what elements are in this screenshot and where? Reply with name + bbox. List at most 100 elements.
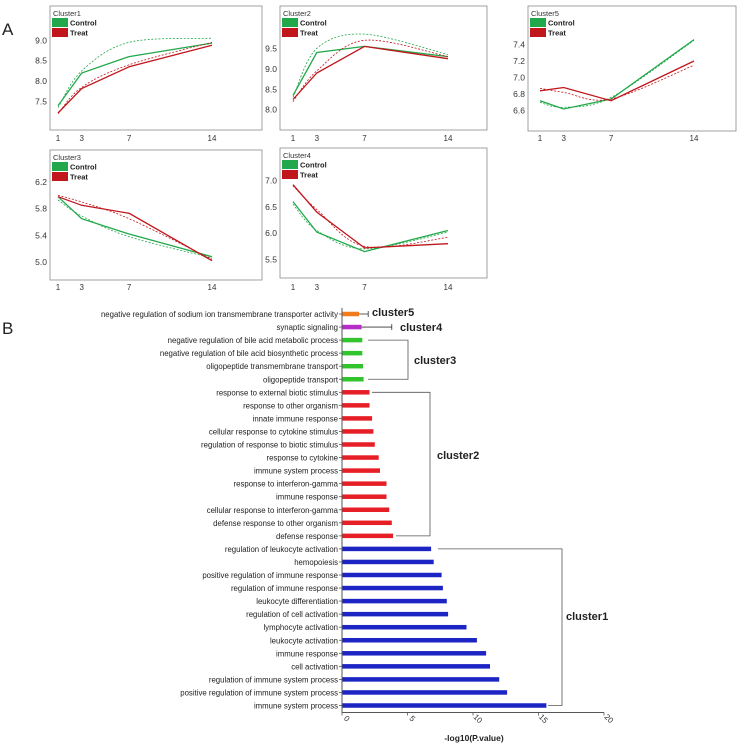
cluster4-title: Cluster4	[283, 151, 311, 160]
cluster2-xtick-label: 3	[315, 134, 320, 143]
category-label: cell activation	[291, 662, 338, 671]
x-tick-label: 5	[408, 714, 418, 724]
category-label: leukocyte activation	[270, 636, 338, 645]
cluster2-legend-treat-swatch	[282, 28, 298, 37]
category-label: immune response	[276, 493, 338, 502]
cluster4-treat-line	[292, 184, 449, 249]
cluster2-ytick-label: 9.5	[265, 43, 277, 53]
cluster1-bar	[342, 703, 547, 708]
cluster5-ytick-label: 6.8	[513, 89, 525, 99]
cluster4-legend-treat-label: Treat	[300, 171, 318, 180]
cluster2-bar	[342, 455, 379, 460]
cluster2-legend-treat-label: Treat	[300, 29, 318, 38]
cluster1-bracket	[438, 548, 563, 706]
cluster2-control-line	[292, 45, 449, 96]
cluster2-ytick-label: 8.0	[265, 105, 277, 115]
cluster2-frame	[279, 5, 488, 131]
cluster1-control-line	[57, 42, 213, 107]
cluster2-bar	[342, 520, 392, 526]
cluster2-bar	[342, 468, 380, 473]
category-label: response to cytokine	[266, 454, 338, 463]
cluster1-bar	[342, 677, 500, 682]
category-label: defense response to other organism	[213, 519, 338, 528]
cluster2-legend-control-label: Control	[300, 19, 327, 28]
x-axis-title: -log10(P.value)	[444, 733, 504, 743]
cluster3-treat-line	[57, 196, 213, 262]
cluster5-frame	[527, 5, 737, 132]
cluster5-legend-treat-label: Treat	[548, 29, 566, 38]
cluster1-ytick-label: 8.5	[35, 56, 47, 66]
cluster5-title: Cluster5	[531, 9, 559, 18]
cluster2-bar	[342, 533, 394, 539]
category-label: defense response	[276, 532, 338, 541]
category-label: negative regulation of bile acid metabol…	[168, 336, 338, 345]
cluster2-title: Cluster2	[283, 9, 311, 18]
cluster1-legend-treat-swatch	[52, 28, 68, 37]
cluster2-label: cluster2	[437, 450, 479, 462]
cluster4-ytick-label: 6.5	[265, 202, 277, 212]
cluster1-xtick-label: 1	[56, 134, 61, 143]
cluster3-xtick-label: 3	[79, 283, 84, 292]
cluster5-treat-fit-line	[539, 64, 695, 101]
category-label: cellular response to cytokine stimulus	[209, 427, 338, 436]
cluster1-bar	[342, 664, 490, 669]
cluster1-legend-treat-label: Treat	[70, 29, 88, 38]
cluster5-xtick-label: 14	[690, 134, 699, 143]
cluster4-xtick-label: 7	[362, 283, 367, 292]
cluster3-label: cluster3	[414, 355, 456, 367]
category-label: negative regulation of sodium ion transm…	[101, 310, 338, 319]
cluster2-control-fit-line	[292, 33, 449, 98]
cluster4-control-fit-line	[292, 203, 449, 250]
category-label: oligopeptide transport	[263, 375, 339, 384]
cluster1-bar	[342, 651, 487, 656]
cluster5-xtick-label: 3	[561, 134, 566, 143]
cluster1-ytick-label: 9.0	[35, 35, 47, 45]
enrichment-bar-chart: negative regulation of sodium ion transm…	[101, 307, 616, 743]
cluster4-xtick-label: 14	[444, 283, 453, 292]
cluster3-bracket	[368, 339, 409, 380]
cluster4-ytick-label: 6.0	[265, 228, 277, 238]
cluster5-ytick-label: 7.0	[513, 73, 525, 83]
cluster3-xtick-label: 14	[208, 283, 217, 292]
cluster1-bar	[342, 598, 447, 604]
cluster1-bar	[342, 624, 467, 630]
category-label: regulation of immune response	[231, 584, 338, 593]
cluster3-control-line	[57, 196, 213, 258]
cluster5-ytick-label: 7.2	[513, 56, 525, 66]
cluster2-bar	[342, 442, 375, 447]
cluster3-legend-control-swatch	[52, 162, 68, 171]
category-label: innate immune response	[253, 414, 338, 423]
cluster1-bar	[342, 572, 442, 578]
category-label: lymphocyte activation	[263, 623, 338, 632]
cluster4-bar	[342, 324, 362, 330]
cluster3-ytick-label: 6.2	[35, 177, 47, 187]
cluster1-legend-control-label: Control	[70, 19, 97, 28]
cluster1-xtick-label: 7	[127, 134, 132, 143]
category-label: immune response	[276, 649, 338, 658]
cluster1-legend-control-swatch	[52, 18, 68, 27]
cluster4-ytick-label: 7.0	[265, 176, 277, 186]
cluster2-bar	[342, 481, 387, 486]
cluster2-bar	[342, 390, 370, 395]
cluster4-legend-treat-swatch	[282, 170, 298, 179]
cluster4-label: cluster4	[400, 322, 443, 334]
cluster4-control-line	[292, 201, 449, 253]
cluster2-bar	[342, 429, 374, 434]
cluster3-legend-control-label: Control	[70, 163, 97, 172]
cluster5-label: cluster5	[372, 307, 414, 319]
cluster5-control-fit-line	[539, 40, 695, 108]
cluster4-legend-control-swatch	[282, 160, 298, 169]
category-label: oligopeptide transmembrane transport	[206, 362, 339, 371]
cluster1-bar	[342, 690, 508, 695]
cluster3-ytick-label: 5.4	[35, 230, 47, 240]
x-tick-label: 0	[342, 714, 352, 724]
cluster2-treat-fit-line	[292, 39, 449, 102]
cluster1-control-fit-line	[57, 37, 213, 108]
cluster2-xtick-label: 14	[444, 134, 453, 143]
cluster5-ytick-label: 7.4	[513, 40, 525, 50]
cluster1-treat-fit-line	[57, 41, 213, 115]
